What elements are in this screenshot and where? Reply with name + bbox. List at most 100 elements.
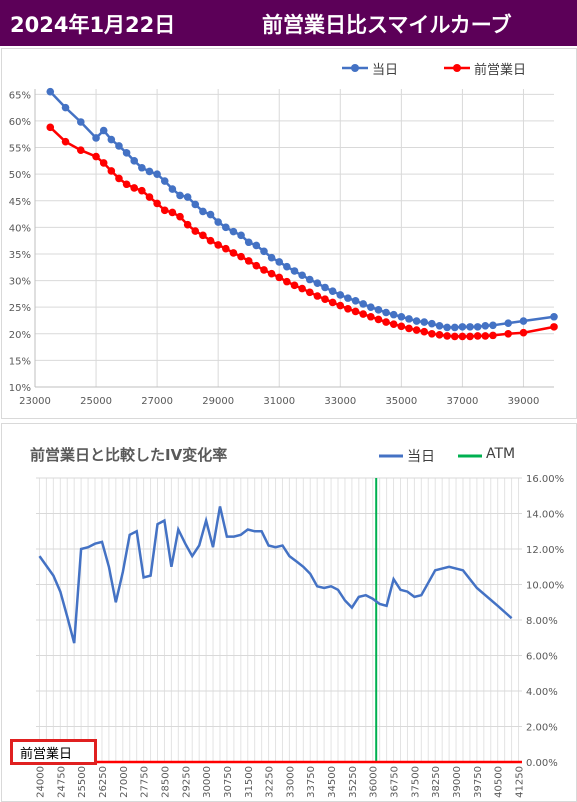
data-point-today [389,310,398,319]
data-point-prev [244,257,253,265]
data-point-prev [99,159,108,167]
data-point-today [397,312,406,321]
data-point-prev [290,281,299,290]
x-tick-label: 35000 [385,396,417,407]
x-tick-label: 23000 [19,396,51,407]
data-point-prev [473,332,482,340]
data-point-today [290,267,299,275]
data-point-prev [359,310,367,318]
x-tick-label: 27750 [140,766,151,798]
x-tick-label: 37500 [410,766,421,798]
data-point-prev [138,186,146,195]
data-point-prev [222,244,230,253]
x-tick-label: 24750 [56,766,67,798]
smile-curve-chart-panel: 当日 前営業日 10% 15% 20% 25% 30% 35% 40% 45% 50% 55% 60… [1,48,577,419]
x-tick-label: 30750 [223,766,234,798]
data-point-prev [260,266,268,274]
data-point-prev [283,277,291,286]
y-tick-label: 40% [9,223,31,234]
data-point-today [550,312,558,321]
data-point-prev [458,332,467,341]
data-point-prev [199,231,207,240]
data-point-prev [344,304,352,313]
data-point-today [206,210,215,219]
series-line-today [38,506,513,644]
x-tick-label: 32250 [265,766,276,798]
legend-item-prev: 前営業日 [444,59,526,78]
data-point-today [458,323,467,331]
data-point-prev [305,288,314,297]
data-point-prev [267,269,276,278]
data-point-today [428,319,436,328]
data-point-prev [206,236,215,245]
data-point-prev [176,212,184,221]
data-point-prev [450,332,459,341]
y-tick-label: 30% [9,277,31,288]
data-point-prev [61,137,70,146]
data-point-today [313,279,322,288]
data-point-today [489,321,497,330]
data-point-prev [107,167,116,175]
data-point-prev [351,307,360,316]
x-tick-label: 25000 [80,396,112,407]
data-point-prev [367,312,375,321]
data-point-today [359,300,367,308]
data-point-today [435,322,444,330]
data-point-today [344,294,352,302]
data-point-today [374,306,383,314]
x-tick-label: 37000 [447,396,479,407]
legend-swatch-prev [444,64,470,72]
smile-curve-plot: 10% 15% 20% 25% 30% 35% 40% 45% 50% 55% 60% 65% 2300… [9,87,558,407]
data-point-today [321,283,329,292]
x-tick-label: 24000 [35,766,46,798]
data-point-today [267,253,276,262]
x-tick-label: 36000 [369,766,380,798]
data-point-today [61,103,70,112]
legend-item-today: 当日 [342,59,398,78]
y-tick-label: 35% [9,250,31,261]
data-point-today [420,318,429,326]
data-point-prev [519,328,528,337]
x-tick-label: 35250 [348,766,359,798]
x-tick-label: 31000 [263,396,295,407]
data-point-prev [435,331,444,339]
y-tick-label: 6.00% [526,652,558,663]
data-point-prev [489,331,497,340]
data-point-today [122,149,131,157]
x-tick-label: 25500 [77,766,88,798]
legend-item-atm: ATM [458,446,515,462]
legend-swatch-today-2 [379,454,403,458]
legend-label-today-2: 当日 [407,449,435,465]
x-tick-label: 39750 [473,766,484,798]
y-tick-label: 4.00% [526,687,558,698]
data-point-prev [389,320,398,329]
data-point-today [229,227,238,236]
data-point-today [260,247,268,256]
x-tick-label: 27000 [119,766,130,798]
data-point-today [481,322,490,330]
data-point-prev [443,332,451,340]
data-point-today [191,200,200,209]
data-point-today [473,323,482,331]
data-point-prev [145,193,154,201]
data-point-today [183,193,192,201]
data-point-prev [412,326,421,334]
data-point-prev [420,327,429,336]
data-point-today [107,135,116,144]
data-point-prev [321,295,329,303]
x-tick-label: 33000 [324,396,356,407]
data-point-today [405,315,413,323]
data-point-today [46,87,55,96]
data-point-today [76,118,85,126]
y-tick-label: 0.00% [526,758,558,769]
data-point-prev [328,298,337,307]
x-tick-label: 39000 [508,396,540,407]
x-tick-label: 30000 [202,766,213,798]
x-tick-label: 33750 [306,766,317,798]
prev-day-annotation: 前営業日 [10,739,97,765]
data-point-today [153,170,161,178]
y-tick-label: 65% [9,90,31,101]
data-point-today [138,163,146,172]
data-point-prev [275,273,284,282]
data-point-prev [252,261,261,270]
